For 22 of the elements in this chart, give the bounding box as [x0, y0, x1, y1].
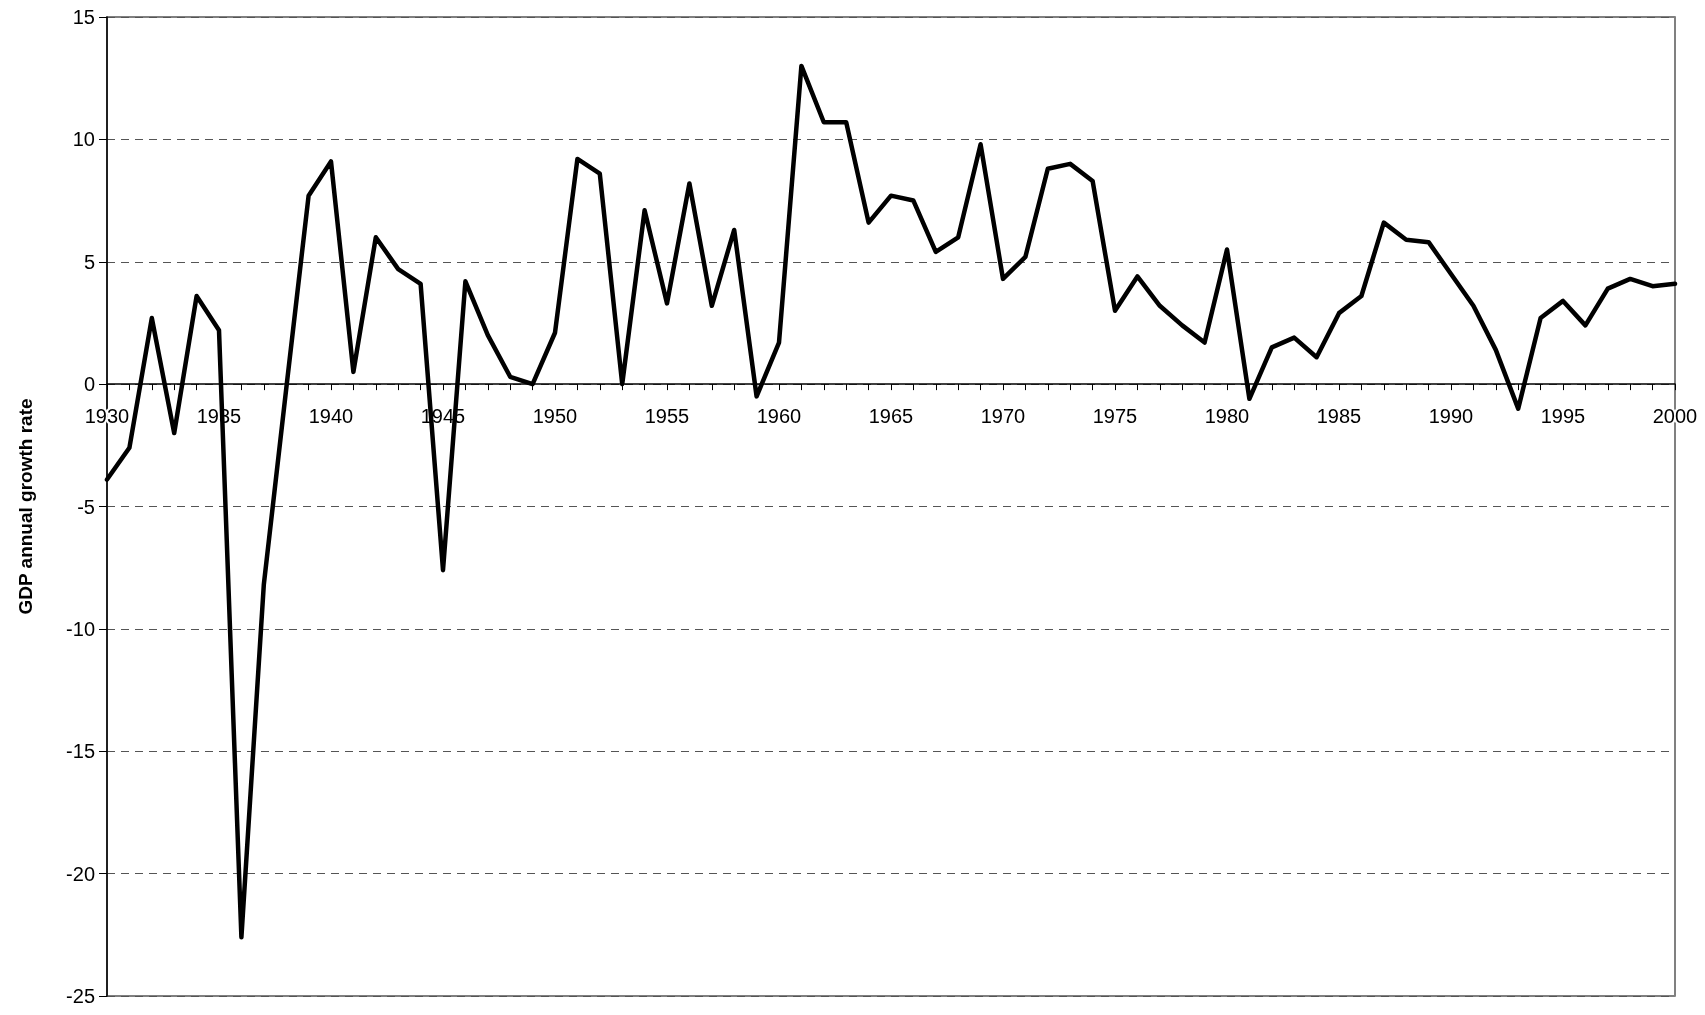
y-tick-label: 0: [83, 373, 95, 396]
x-tick-label: 1975: [1092, 405, 1138, 428]
y-axis-title: GDP annual growth rate: [15, 398, 36, 615]
x-tick-label: 2000: [1652, 405, 1698, 428]
x-tick-label: 1970: [980, 405, 1026, 428]
y-tick-label: -10: [66, 617, 95, 640]
x-tick-label: 1980: [1204, 405, 1250, 428]
y-tick-label: 15: [72, 6, 95, 28]
x-tick-label: 1960: [756, 405, 802, 428]
x-tick-label: 1985: [1316, 405, 1362, 428]
y-tick-label: -25: [66, 985, 95, 1007]
y-tick-label: -20: [66, 862, 95, 885]
y-tick-label: 5: [83, 250, 95, 273]
x-tick-label: 1965: [868, 405, 914, 428]
x-tick-label: 1940: [308, 405, 354, 428]
x-tick-label: 1995: [1540, 405, 1586, 428]
x-tick-label: 1950: [532, 405, 578, 428]
y-tick-label: -15: [66, 740, 95, 763]
y-tick-label: 10: [72, 128, 95, 151]
y-tick-label: -5: [77, 495, 95, 518]
x-tick-label: 1990: [1428, 405, 1474, 428]
x-tick-label: 1955: [644, 405, 690, 428]
